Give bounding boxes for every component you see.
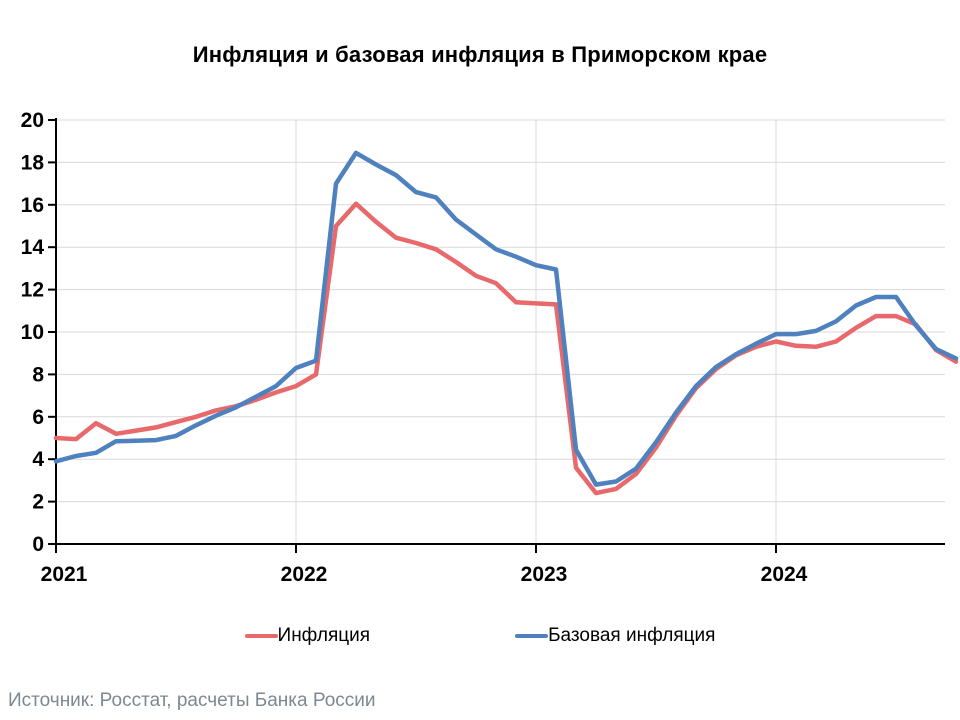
y-tick-label: 6 [32, 406, 44, 429]
series-line-core-inflation [53, 150, 959, 487]
y-tick-label: 10 [21, 321, 44, 344]
core-inflation-line-swatch-icon [515, 634, 549, 638]
chart-legend: Инфляция Базовая инфляция [0, 620, 960, 652]
gridlines [56, 119, 945, 544]
y-tick-label: 12 [21, 279, 44, 302]
source-caption: Источник: Росстат, расчеты Банка России [8, 690, 376, 711]
y-tick-label: 2 [32, 491, 44, 514]
x-tick-label: 2021 [41, 563, 88, 586]
y-tick-label: 18 [21, 151, 45, 174]
legend-item-inflation: Инфляция [244, 625, 371, 647]
x-tick-label: 2022 [281, 563, 328, 586]
legend-label-core-inflation: Базовая инфляция [548, 625, 716, 646]
legend-item-core-inflation: Базовая инфляция [515, 625, 715, 647]
legend-label-inflation: Инфляция [277, 625, 371, 646]
y-tick-label: 14 [21, 236, 45, 259]
y-tick-label: 0 [32, 533, 44, 556]
y-tick-label: 4 [32, 448, 44, 471]
y-tick-label: 16 [21, 194, 44, 217]
x-tick-label: 2024 [761, 563, 808, 586]
y-tick-label: 20 [21, 109, 44, 132]
chart-title: Инфляция и базовая инфляция в Приморском… [192, 42, 768, 67]
x-tick-label: 2023 [521, 563, 568, 586]
series-line-inflation [53, 201, 959, 496]
axes: 0 2 4 6 8 10 12 14 16 18 20 2021 2022 2023 2024 [21, 109, 945, 586]
inflation-line-swatch-icon [244, 634, 278, 638]
y-tick-label: 8 [32, 363, 44, 386]
